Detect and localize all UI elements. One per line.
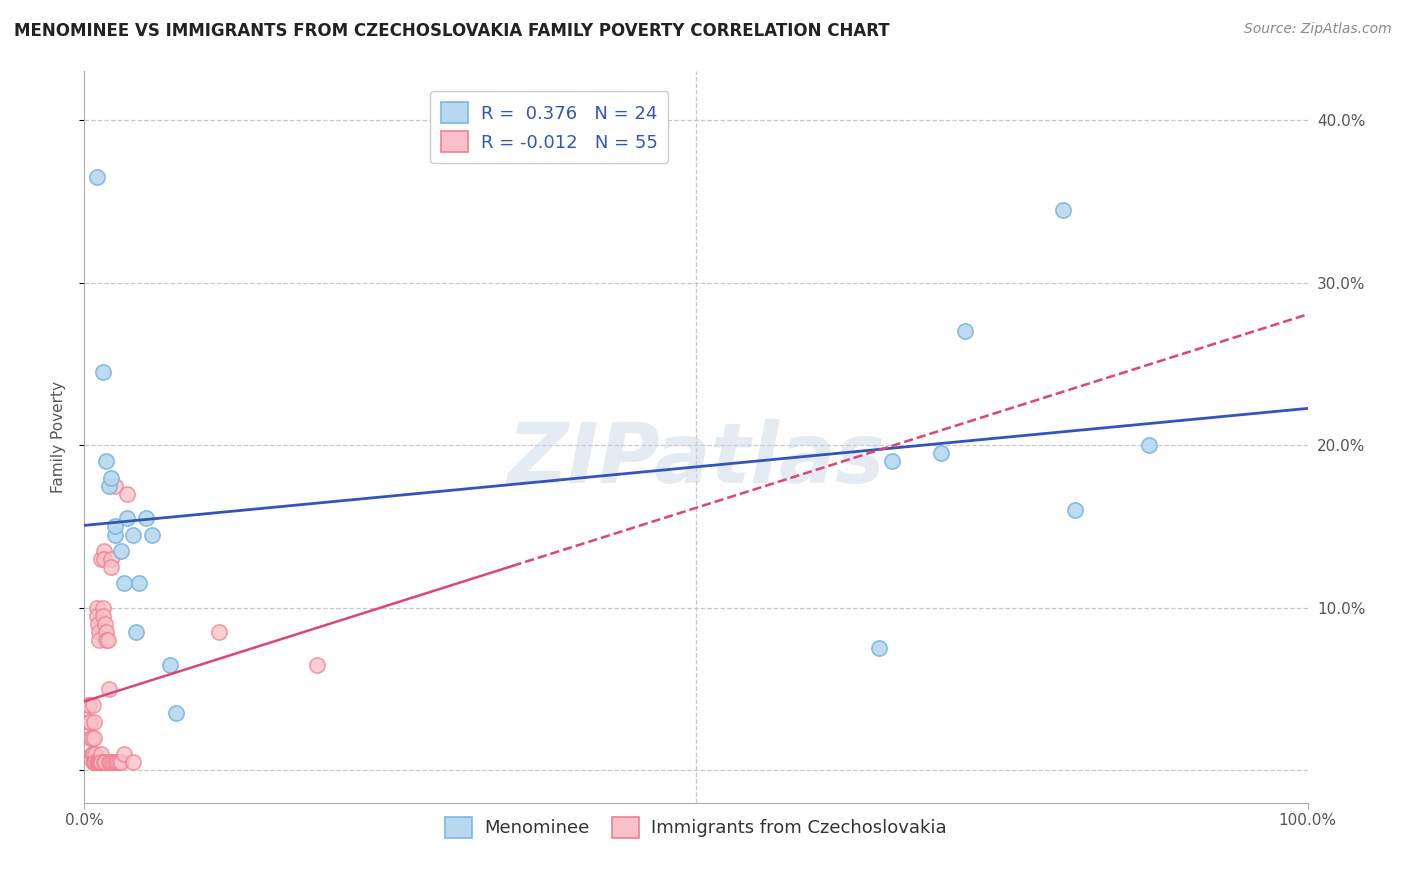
Point (86, 600, 108, 615)
Point (86, 169, 108, 184)
Point (83, 755, 105, 769)
Point (122, 755, 145, 769)
Point (77, 698, 100, 713)
Point (1052, 202, 1074, 217)
Point (135, 511, 157, 525)
Point (96, 625, 118, 640)
Point (929, 446, 952, 460)
Point (84, 747, 107, 761)
Point (89, 755, 111, 769)
Y-axis label: Family Poverty: Family Poverty (51, 381, 66, 493)
Point (97, 633, 120, 648)
Point (103, 755, 125, 769)
Point (112, 747, 135, 761)
Point (104, 527, 127, 541)
Point (105, 755, 128, 769)
Point (91, 365, 114, 379)
Point (93, 552, 115, 566)
Point (77, 714, 100, 729)
Point (1137, 438, 1160, 452)
Point (1064, 503, 1087, 517)
Point (94, 617, 117, 632)
Point (101, 755, 124, 769)
Point (86, 608, 108, 623)
Point (79, 731, 101, 745)
Point (110, 544, 132, 558)
Point (91, 600, 114, 615)
Point (115, 511, 138, 525)
Text: Source: ZipAtlas.com: Source: ZipAtlas.com (1244, 22, 1392, 37)
Point (97, 479, 120, 493)
Point (80, 747, 103, 761)
Point (82, 698, 104, 713)
Point (115, 487, 138, 501)
Point (141, 527, 163, 541)
Point (77, 698, 100, 713)
Point (165, 706, 187, 721)
Point (79, 714, 101, 729)
Point (94, 755, 117, 769)
Point (87, 625, 110, 640)
Point (125, 625, 148, 640)
Point (82, 755, 104, 769)
Point (97, 755, 120, 769)
Point (97, 681, 120, 696)
Point (93, 544, 115, 558)
Point (100, 471, 122, 485)
Point (100, 560, 122, 574)
Point (305, 657, 328, 672)
Text: MENOMINEE VS IMMIGRANTS FROM CZECHOSLOVAKIA FAMILY POVERTY CORRELATION CHART: MENOMINEE VS IMMIGRANTS FROM CZECHOSLOVA… (14, 22, 890, 40)
Point (87, 617, 110, 632)
Point (110, 755, 132, 769)
Point (104, 479, 127, 493)
Point (91, 608, 114, 623)
Point (104, 519, 127, 533)
Text: ZIPatlas: ZIPatlas (508, 418, 884, 500)
Point (98, 755, 121, 769)
Point (83, 731, 105, 745)
Point (90, 747, 112, 761)
Point (87, 633, 110, 648)
Point (880, 454, 903, 468)
Point (122, 527, 145, 541)
Point (105, 755, 128, 769)
Point (107, 755, 129, 769)
Point (96, 633, 118, 648)
Point (82, 747, 104, 761)
Point (84, 755, 107, 769)
Point (208, 625, 231, 640)
Point (83, 714, 105, 729)
Legend: Menominee, Immigrants from Czechoslovakia: Menominee, Immigrants from Czechoslovaki… (437, 810, 955, 845)
Point (80, 731, 103, 745)
Point (87, 755, 110, 769)
Point (96, 454, 118, 468)
Point (112, 576, 135, 591)
Point (100, 552, 122, 566)
Point (128, 576, 150, 591)
Point (87, 755, 110, 769)
Point (90, 552, 112, 566)
Point (86, 755, 108, 769)
Point (953, 325, 976, 339)
Point (89, 755, 111, 769)
Point (869, 641, 891, 656)
Point (90, 755, 112, 769)
Point (159, 657, 181, 672)
Point (93, 755, 115, 769)
